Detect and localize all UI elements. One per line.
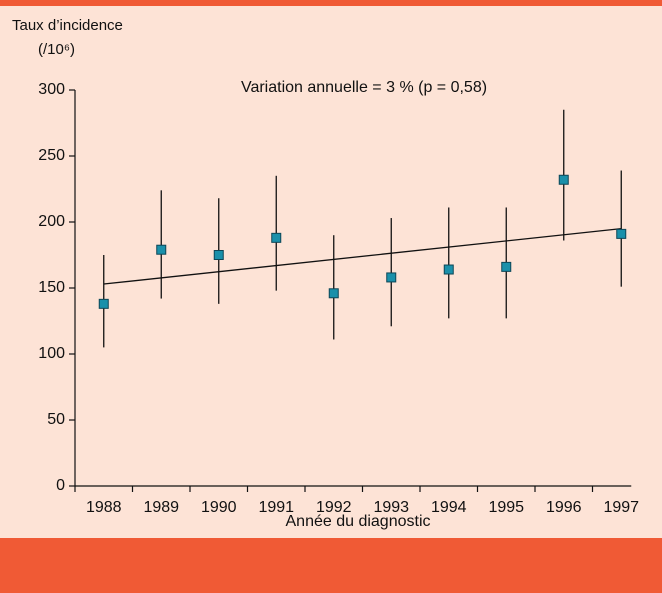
x-tick-label: 1989 <box>143 499 179 516</box>
y-tick-label: 150 <box>38 279 65 296</box>
top-band <box>0 0 662 6</box>
x-tick-label: 1997 <box>603 499 639 516</box>
point <box>616 228 627 239</box>
point <box>443 264 454 275</box>
y-tick-label: 250 <box>38 147 65 164</box>
y-tick-label: 0 <box>56 477 65 494</box>
point <box>213 250 224 260</box>
trend-line <box>103 227 622 285</box>
x-tick-label: 1992 <box>316 499 352 516</box>
point <box>98 298 109 309</box>
x-tick-label: 1994 <box>431 499 467 516</box>
bottom-band <box>0 538 662 593</box>
x-tick-label: 1988 <box>86 499 122 516</box>
point <box>271 232 282 243</box>
x-tick-label: 1991 <box>258 499 294 516</box>
y-tick-label: 300 <box>38 81 65 98</box>
x-tick-label: 1993 <box>373 499 409 516</box>
point <box>501 261 512 272</box>
x-tick-label: 1990 <box>201 499 237 516</box>
y-tick-label: 200 <box>38 213 65 230</box>
x-tick-label: 1995 <box>488 499 524 516</box>
y-tick-label: 50 <box>47 411 65 428</box>
point <box>558 174 569 185</box>
y-tick-label: 100 <box>38 345 65 362</box>
point <box>328 288 339 299</box>
y-axis-label: Taux d’incidence <box>12 17 123 34</box>
point <box>156 244 167 255</box>
x-axis-label: Année du diagnostic <box>286 513 431 530</box>
y-axis-unit: (/10⁶) <box>38 41 75 58</box>
annotation: Variation annuelle = 3 % (p = 0,58) <box>241 79 487 96</box>
point <box>386 272 397 283</box>
x-tick-label: 1996 <box>546 499 582 516</box>
